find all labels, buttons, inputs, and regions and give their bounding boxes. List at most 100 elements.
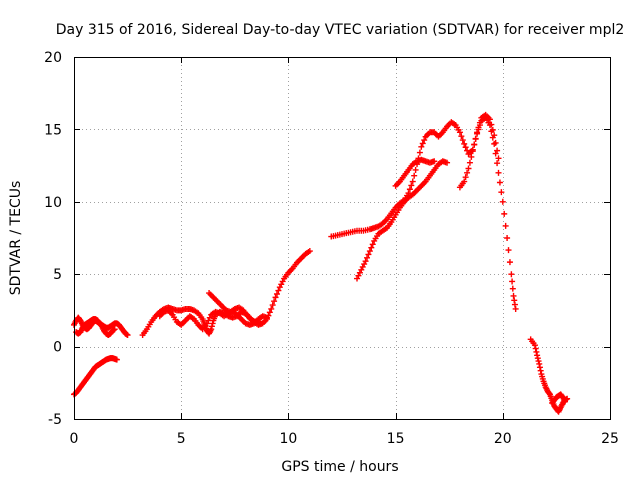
y-axis-title: SDTVAR / TECUs: [8, 181, 24, 296]
data-series-arc-9: [392, 156, 438, 189]
data-point: [469, 148, 476, 155]
data-point: [504, 235, 511, 241]
data-point: [364, 254, 371, 261]
data-point: [461, 178, 468, 185]
data-point: [306, 248, 313, 255]
x-tick-label: 20: [494, 431, 512, 447]
data-point: [511, 301, 518, 308]
data-point: [421, 137, 428, 144]
data-point: [496, 179, 503, 186]
data-point: [495, 155, 502, 162]
data-point: [113, 356, 120, 363]
data-series-arc-5: [156, 307, 270, 333]
data-series-arc-11: [527, 336, 571, 415]
data-point: [488, 121, 495, 128]
data-point: [418, 143, 425, 150]
data-point: [263, 314, 270, 321]
data-point: [510, 292, 517, 299]
data-point: [532, 345, 539, 352]
data-point: [508, 271, 515, 278]
data-point: [208, 323, 215, 330]
data-point: [502, 222, 509, 229]
data-point: [499, 198, 506, 205]
x-tick-label: 5: [177, 431, 186, 447]
axis-ticks: 0 5 10 15 20 25 -5 0 5 10 15 20: [44, 50, 619, 447]
data-point: [459, 137, 466, 144]
grid-lines: [74, 57, 610, 419]
data-point: [271, 298, 278, 305]
data-point: [461, 140, 468, 147]
data-series-arc-12: [549, 391, 568, 407]
data-point: [534, 355, 541, 362]
data-point: [489, 126, 496, 133]
data-point: [268, 305, 275, 312]
data-point: [491, 132, 498, 139]
data-point: [475, 124, 482, 131]
data-point: [368, 244, 375, 251]
data-point: [512, 305, 519, 312]
data-point: [275, 287, 282, 294]
data-point: [409, 178, 416, 185]
data-point: [466, 159, 473, 166]
data-point: [509, 285, 516, 292]
y-tick-label: 0: [53, 340, 62, 356]
data-series-arc-3: [73, 316, 118, 339]
y-tick-label: 15: [44, 122, 62, 138]
data-point: [472, 135, 479, 142]
data-point: [208, 326, 215, 333]
x-tick-label: 15: [387, 431, 405, 447]
data-point: [471, 141, 478, 148]
data-point: [536, 360, 543, 367]
data-point: [536, 364, 543, 371]
data-point: [365, 251, 372, 258]
data-point: [531, 342, 538, 349]
data-point: [462, 174, 469, 181]
x-tick-label: 25: [601, 431, 619, 447]
y-tick-label: 10: [44, 195, 62, 211]
chart-title: Day 315 of 2016, Sidereal Day-to-day VTE…: [56, 22, 625, 38]
data-point: [366, 248, 373, 255]
data-series-arc-10: [456, 111, 502, 191]
data-point: [476, 119, 483, 126]
data-point: [494, 147, 501, 154]
data-point: [273, 290, 280, 297]
data-series-arc-8: [354, 158, 451, 282]
data-point: [408, 182, 415, 189]
y-tick-label: 20: [44, 50, 62, 66]
data-point: [272, 294, 279, 301]
x-tick-label: 0: [70, 431, 79, 447]
data-point: [458, 133, 465, 140]
data-point: [411, 172, 418, 179]
data-point: [535, 358, 542, 365]
data-point: [474, 129, 481, 136]
data-point: [561, 398, 568, 405]
data-point: [456, 129, 463, 136]
data-point: [465, 165, 472, 172]
plot-frame: [74, 57, 611, 420]
data-point: [501, 210, 508, 217]
data-point: [511, 297, 518, 304]
data-point: [362, 258, 369, 265]
data-point: [111, 326, 118, 333]
data-point: [486, 116, 493, 123]
x-axis-title: GPS time / hours: [281, 459, 398, 475]
data-point: [492, 139, 499, 146]
data-series-arc-1: [71, 355, 120, 398]
data-point: [537, 367, 544, 374]
data-point: [506, 259, 513, 266]
y-tick-label: -5: [48, 412, 62, 428]
data-point: [534, 352, 541, 359]
data-point: [416, 149, 423, 156]
data-point: [444, 159, 451, 166]
data-point: [494, 160, 501, 167]
data-point: [464, 169, 471, 176]
data-series-arc-7: [328, 114, 519, 312]
data-point: [257, 320, 264, 327]
data-series-arc-4: [139, 248, 313, 339]
data-series-arc-6: [206, 290, 264, 327]
data-point: [406, 186, 413, 193]
data-point: [505, 247, 512, 254]
x-tick-label: 10: [279, 431, 297, 447]
data-point: [419, 140, 426, 147]
